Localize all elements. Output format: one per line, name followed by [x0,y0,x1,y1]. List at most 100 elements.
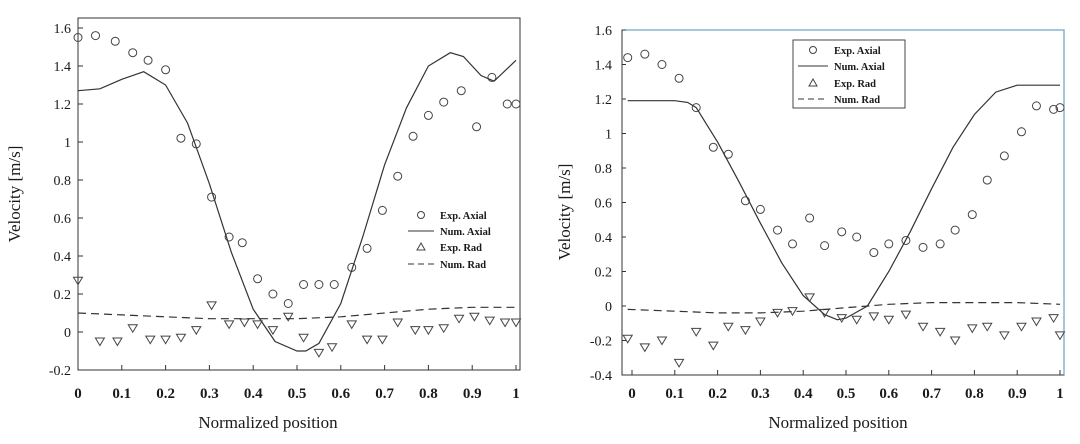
point-exp-rad [639,343,651,353]
point-exp-rad [346,320,358,330]
x-tick-label: 0.6 [331,386,350,402]
point-exp-rad [112,337,123,347]
y-tick-label: 1.6 [595,24,613,39]
legend-label-exp-axial: Exp. Axial [440,211,487,222]
point-exp-axial [773,225,783,235]
point-exp-axial [456,86,466,96]
legend: Exp. Axial Num. Axial Exp. Rad Num. Rad [408,211,491,271]
point-exp-rad [900,310,912,320]
point-exp-rad [949,336,961,346]
point-exp-axial [487,72,497,82]
point-exp-rad [94,337,106,347]
point-exp-rad [175,333,187,343]
series-group [72,31,522,358]
point-exp-axial [950,225,960,235]
point-exp-rad [851,315,863,325]
y-tick-label: 0 [605,300,612,315]
point-exp-rad [1031,317,1042,327]
point-exp-axial [820,241,830,251]
point-exp-rad [377,335,388,345]
x-tick-label: 0.7 [375,386,394,402]
point-exp-rad [1048,314,1059,324]
point-exp-rad [453,314,465,324]
y-tick-label: 0 [64,326,71,341]
point-exp-axial [253,274,263,284]
point-exp-axial [755,204,765,214]
point-exp-axial [91,31,101,41]
x-tick-label: 0.8 [965,386,984,402]
point-exp-axial [176,133,186,143]
point-exp-axial [708,142,718,152]
x-tick-label: 0.4 [794,386,813,402]
point-exp-rad [144,335,156,345]
point-exp-axial [837,227,847,237]
series-line-num-rad [77,306,516,320]
point-exp-rad [673,358,685,368]
point-exp-axial [884,239,894,249]
x-axis-label: Normalized position [198,413,338,432]
point-exp-axial [967,210,977,220]
point-exp-axial [935,239,945,249]
point-exp-rad [1054,331,1066,341]
point-exp-axial [143,55,153,65]
x-tick-label: 1 [512,386,520,402]
y-tick-label: 1 [64,136,71,151]
legend-marker-exp-rad [808,77,818,87]
point-exp-axial [640,49,650,59]
y-tick-label: 0.8 [595,162,613,177]
x-tick-label: 0.7 [922,386,941,402]
point-exp-rad [298,333,309,343]
point-exp-axial [423,110,433,120]
y-tick-label: 0.6 [595,197,613,212]
point-exp-axial [691,103,701,113]
point-exp-axial [329,280,339,289]
point-exp-axial [1016,127,1026,137]
point-exp-rad [510,318,522,328]
y-tick-label: 1 [605,128,612,143]
point-exp-rad [72,276,84,286]
legend: Exp. Axial Num. Axial Exp. Rad Num. Rad [792,39,906,109]
point-exp-axial [657,60,667,69]
point-exp-rad [190,326,202,336]
x-tick-label: 0 [628,386,636,402]
point-exp-axial [207,192,217,202]
point-exp-axial [110,36,120,46]
point-exp-rad [656,336,668,346]
legend-marker-exp-rad [416,241,426,251]
chart-left: -0.200.20.40.60.811.21.41.6 0 0.1 0.2 0.3 0.… [5,17,522,432]
point-exp-rad [252,320,263,330]
y-tick-label: 1.6 [54,22,72,37]
y-axis-label: Velocity [m/s] [555,164,574,261]
point-exp-rad [740,326,751,336]
point-exp-axial [377,205,387,215]
legend-label-exp-rad: Exp. Rad [834,79,876,90]
point-exp-rad [438,324,450,334]
point-exp-axial [73,33,83,42]
y-tick-label: 0.2 [54,288,72,303]
point-exp-axial [999,151,1009,161]
point-exp-rad [239,318,250,328]
point-exp-rad [127,324,139,334]
series-group [622,49,1066,368]
x-tick-label: 1 [1056,386,1064,402]
point-exp-rad [469,312,480,322]
legend-marker-exp-axial [809,46,817,54]
point-exp-axial [299,280,309,289]
x-tick-label: 0 [74,386,82,402]
legend-label-num-rad: Num. Rad [440,260,486,271]
point-exp-axial [408,131,418,141]
point-exp-rad [868,312,880,322]
point-exp-axial [439,97,449,107]
point-exp-rad [423,326,434,336]
point-exp-axial [237,238,247,248]
chart-right: -0.4-0.200.20.40.60.811.21.41.6 0 0.1 0.2 0… [555,24,1066,432]
point-exp-rad [804,293,816,303]
x-axis-label: Normalized position [768,413,908,432]
point-exp-rad [282,312,294,322]
x-tick-label: 0.3 [751,386,770,402]
point-exp-rad [883,315,895,325]
point-exp-rad [267,326,279,336]
series-line-num-axial [77,52,517,352]
point-exp-axial [511,99,521,109]
y-tick-label: 1.2 [595,93,613,108]
